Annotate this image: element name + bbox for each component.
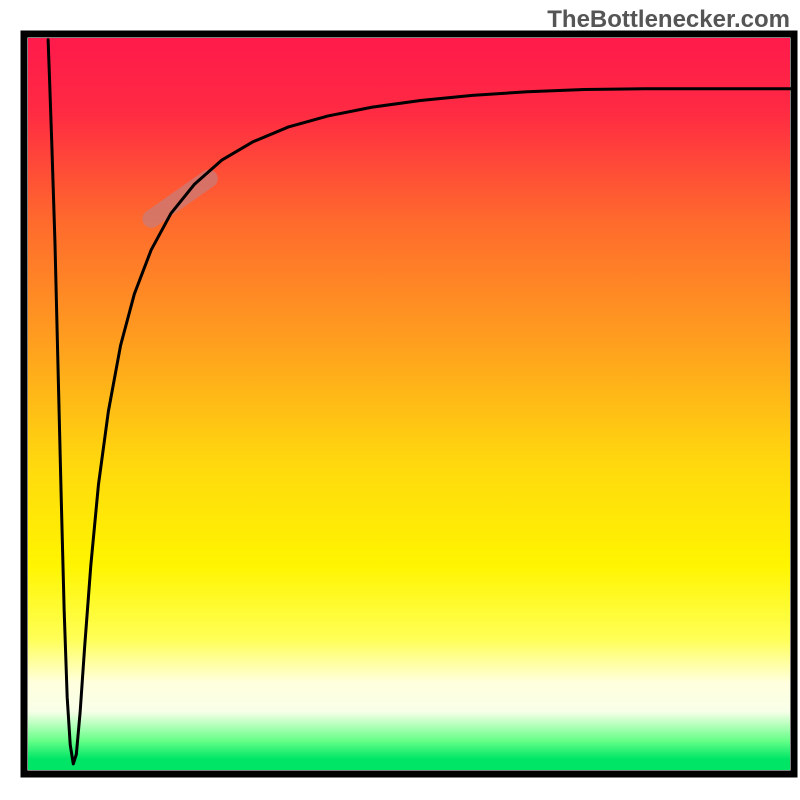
bottleneck-curve xyxy=(48,40,790,764)
chart-container: TheBottlenecker.com xyxy=(0,0,800,800)
chart-svg xyxy=(0,0,800,800)
plot-frame xyxy=(24,34,794,774)
curve-highlight-band xyxy=(139,166,221,231)
attribution-label: TheBottlenecker.com xyxy=(547,6,790,34)
